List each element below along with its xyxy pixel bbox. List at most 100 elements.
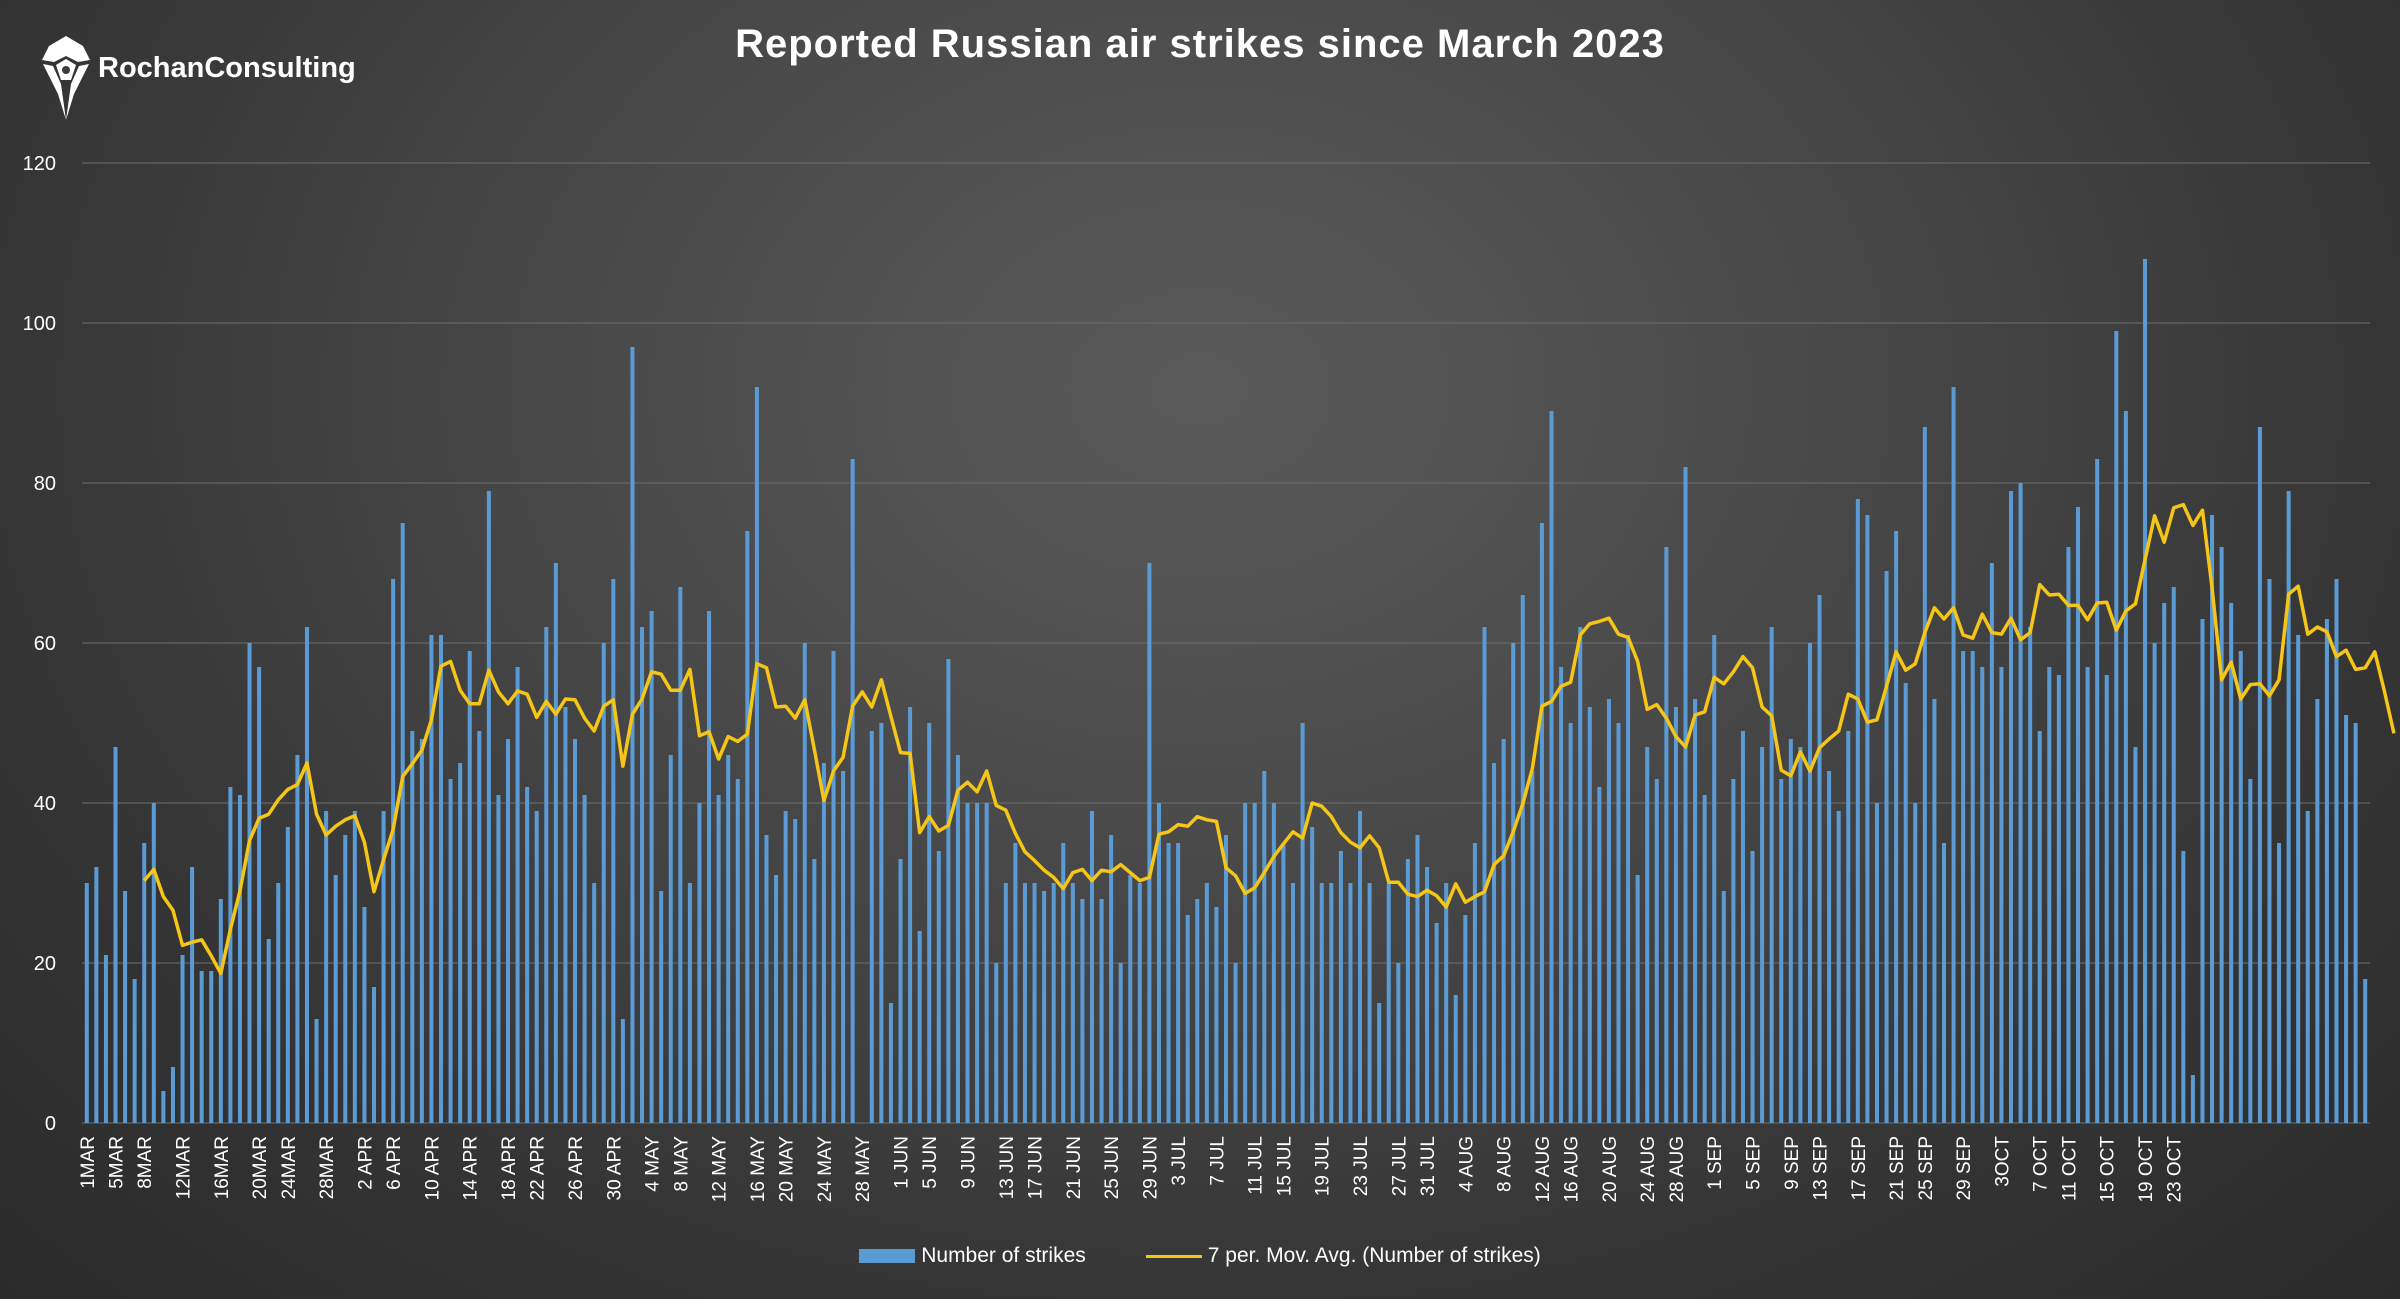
bar [553,563,558,1123]
bar [1654,779,1659,1123]
bar [467,651,472,1123]
bar [812,859,817,1123]
bar [1176,843,1181,1123]
bar [2363,979,2368,1123]
x-tick-label: 24MAR [279,1136,300,1199]
bar [2344,715,2349,1123]
bar [228,787,233,1123]
bar [1271,803,1276,1123]
bar [1693,699,1698,1123]
y-tick-label: 100 [23,313,56,335]
x-tick-label: 28 AUG [1667,1136,1688,1203]
bar [1817,595,1822,1123]
bar [1003,883,1008,1123]
bar [2277,843,2282,1123]
bar [2008,491,2014,1123]
bar [2296,635,2301,1123]
x-tick-label: 12 AUG [1533,1136,1554,1203]
bar [1319,883,1324,1123]
bar [1453,995,1458,1123]
bar [1626,635,1631,1123]
bar [2114,331,2119,1123]
bar [1262,771,1267,1123]
x-tick-label: 13 SEP [1811,1136,1832,1200]
bar [1750,851,1755,1123]
x-tick-label: 10 APR [422,1136,443,1200]
bar [1951,387,1956,1123]
x-tick-label: 24 MAY [815,1136,836,1203]
bar [1032,883,1037,1123]
x-tick-label: 25 JUN [1102,1136,1123,1199]
bar [1511,643,1516,1123]
x-tick-label: 5 JUN [920,1136,941,1189]
bar [716,795,721,1123]
bar [1606,699,1611,1123]
y-tick-label: 60 [34,633,56,655]
bar [783,811,788,1123]
x-tick-label: 5 SEP [1744,1136,1765,1190]
bar [2248,779,2253,1123]
y-tick-label: 20 [34,953,56,975]
moving-average-line [142,502,2396,976]
bar [333,875,338,1123]
bar [1501,739,1506,1123]
bar [936,851,941,1123]
bar [2324,619,2329,1123]
bar [582,795,587,1123]
bar [1013,843,1018,1123]
x-tick-label: 16MAR [212,1136,233,1199]
x-tick-label: 18 APR [499,1136,520,1200]
bar [1712,635,1717,1123]
bar [525,787,530,1123]
bar [2095,459,2100,1123]
bar [640,627,645,1123]
bar [1836,811,1841,1123]
bar [1252,803,1257,1123]
bar [888,1003,893,1123]
x-tick-label: 1MAR [78,1136,99,1189]
bar [965,803,970,1123]
x-tick-label: 1 SEP [1705,1136,1726,1190]
bar [2028,627,2033,1123]
bar [477,731,482,1123]
x-tick-label: 7 JUL [1207,1136,1228,1186]
bar [1788,739,1793,1123]
bar [1243,803,1248,1123]
legend-item-line: 7 per. Mov. Avg. (Number of strikes) [1145,1244,1541,1268]
bar [84,883,89,1123]
x-tick-label: 13 JUN [997,1136,1018,1199]
x-tick-label: 19 OCT [2136,1136,2157,1203]
bar [841,771,846,1123]
bar [1338,851,1343,1123]
x-tick-label: 8 MAY [671,1136,692,1192]
x-tick-label: 12 MAY [710,1136,731,1203]
x-tick-label: 16 AUG [1562,1136,1583,1203]
bar [2238,651,2243,1123]
bar [352,811,357,1123]
x-tick-label: 4 MAY [643,1136,664,1192]
legend: Number of strikes 7 per. Mov. Avg. (Numb… [0,1244,2400,1268]
bar [199,971,204,1123]
bar [2171,587,2176,1123]
bar [735,779,740,1123]
bar [1530,771,1535,1123]
x-tick-label: 27 JUL [1389,1136,1410,1196]
bar [1587,707,1592,1123]
bar [209,971,214,1123]
x-tick-label: 21 SEP [1887,1136,1908,1200]
bar [1884,571,1889,1123]
bar [506,739,511,1123]
bar [142,843,147,1123]
bar [1425,867,1430,1123]
bar [438,635,444,1123]
x-tick-label: 11 JUL [1246,1136,1267,1195]
bar [1137,883,1142,1123]
y-tick-label: 0 [45,1113,56,1135]
bar [620,1019,625,1123]
bar [1386,883,1391,1123]
bar [391,579,396,1123]
bar [745,531,750,1123]
bar [1980,667,1985,1123]
bar [1051,883,1056,1123]
bar [1204,883,1209,1123]
